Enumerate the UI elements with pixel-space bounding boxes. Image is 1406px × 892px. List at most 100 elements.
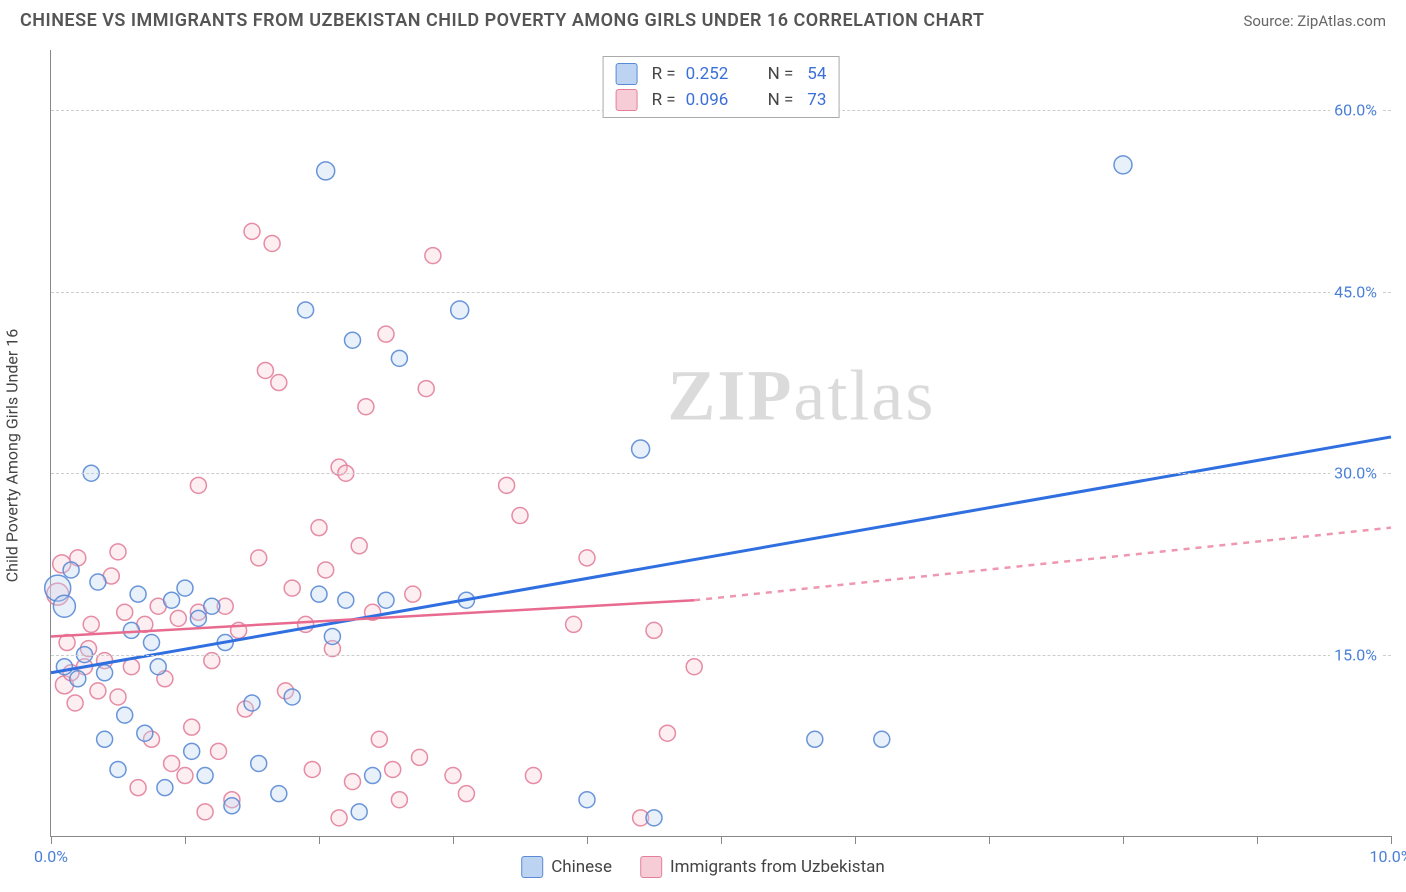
scatter-point-chinese [90,574,106,590]
scatter-point-uzbekistan [67,695,83,711]
x-tick [587,836,588,844]
scatter-point-chinese [130,586,146,602]
scatter-point-uzbekistan [659,725,675,741]
scatter-point-chinese [97,731,113,747]
y-axis-label: Child Poverty Among Girls Under 16 [3,329,22,583]
scatter-point-uzbekistan [566,616,582,632]
scatter-point-chinese [451,301,469,319]
scatter-point-uzbekistan [385,761,401,777]
scatter-point-uzbekistan [579,550,595,566]
scatter-point-chinese [298,302,314,318]
n-value-uzbekistan: 73 [807,90,826,110]
scatter-svg [51,50,1391,836]
scatter-point-uzbekistan [177,768,193,784]
legend-label-uzbekistan: Immigrants from Uzbekistan [670,857,885,877]
x-tick [721,836,722,844]
scatter-point-uzbekistan [412,749,428,765]
x-tick [1391,836,1392,844]
scatter-point-chinese [365,768,381,784]
scatter-point-chinese [351,804,367,820]
scatter-point-uzbekistan [311,520,327,536]
scatter-point-chinese [345,332,361,348]
x-tick [453,836,454,844]
r-label: R = [652,90,676,110]
scatter-point-uzbekistan [244,223,260,239]
r-label: R = [652,64,676,84]
scatter-point-chinese [53,595,75,617]
n-value-chinese: 54 [807,64,826,84]
scatter-point-chinese [244,695,260,711]
scatter-point-uzbekistan [686,659,702,675]
scatter-point-chinese [157,780,173,796]
n-label: N = [768,64,794,84]
scatter-point-chinese [150,659,166,675]
scatter-point-chinese [197,768,213,784]
n-label: N = [768,90,794,110]
scatter-point-uzbekistan [512,508,528,524]
y-tick-label: 15.0% [1330,645,1381,664]
scatter-point-chinese [204,598,220,614]
scatter-point-uzbekistan [318,562,334,578]
scatter-point-uzbekistan [257,362,273,378]
scatter-point-chinese [251,755,267,771]
x-tick [855,836,856,844]
scatter-point-uzbekistan [525,768,541,784]
x-tick-label: 10.0% [1370,847,1406,866]
scatter-point-uzbekistan [197,804,213,820]
x-tick [989,836,990,844]
scatter-point-chinese [110,761,126,777]
scatter-point-chinese [1114,156,1132,174]
scatter-point-uzbekistan [345,774,361,790]
legend-row-uzbekistan: R = 0.096 N = 73 [616,87,827,113]
legend-label-chinese: Chinese [551,857,612,877]
chart-title: CHINESE VS IMMIGRANTS FROM UZBEKISTAN CH… [20,10,984,31]
scatter-point-chinese [284,689,300,705]
scatter-point-chinese [144,635,160,651]
scatter-point-uzbekistan [170,610,186,626]
y-tick-label: 30.0% [1330,464,1381,483]
scatter-point-chinese [184,743,200,759]
legend-swatch-chinese-bottom [521,856,543,878]
x-tick [319,836,320,844]
scatter-point-uzbekistan [458,786,474,802]
scatter-point-uzbekistan [405,586,421,602]
scatter-point-uzbekistan [418,381,434,397]
scatter-point-chinese [117,707,133,723]
scatter-point-uzbekistan [130,780,146,796]
scatter-point-uzbekistan [378,326,394,342]
scatter-point-uzbekistan [331,810,347,826]
scatter-point-chinese [646,810,662,826]
scatter-point-uzbekistan [184,719,200,735]
x-tick [1123,836,1124,844]
x-tick [185,836,186,844]
scatter-point-uzbekistan [271,375,287,391]
x-tick [51,836,52,844]
scatter-point-chinese [70,671,86,687]
scatter-point-chinese [632,440,650,458]
scatter-point-uzbekistan [358,399,374,415]
scatter-point-uzbekistan [211,743,227,759]
y-tick-label: 60.0% [1330,101,1381,120]
scatter-point-uzbekistan [83,616,99,632]
scatter-point-uzbekistan [371,731,387,747]
r-value-uzbekistan: 0.096 [686,90,746,110]
scatter-point-chinese [391,350,407,366]
scatter-point-uzbekistan [284,580,300,596]
scatter-point-chinese [874,731,890,747]
scatter-point-uzbekistan [117,604,133,620]
legend-item-uzbekistan: Immigrants from Uzbekistan [640,856,885,878]
scatter-point-chinese [63,562,79,578]
scatter-point-chinese [271,786,287,802]
scatter-point-uzbekistan [391,792,407,808]
scatter-point-uzbekistan [90,683,106,699]
trend-line-dashed-uzbekistan [694,528,1391,601]
scatter-point-chinese [324,628,340,644]
scatter-point-uzbekistan [351,538,367,554]
legend-item-chinese: Chinese [521,856,612,878]
scatter-point-uzbekistan [425,248,441,264]
scatter-point-uzbekistan [190,477,206,493]
scatter-point-uzbekistan [110,544,126,560]
scatter-point-chinese [807,731,823,747]
chart-source: Source: ZipAtlas.com [1243,12,1386,30]
x-tick [1257,836,1258,844]
